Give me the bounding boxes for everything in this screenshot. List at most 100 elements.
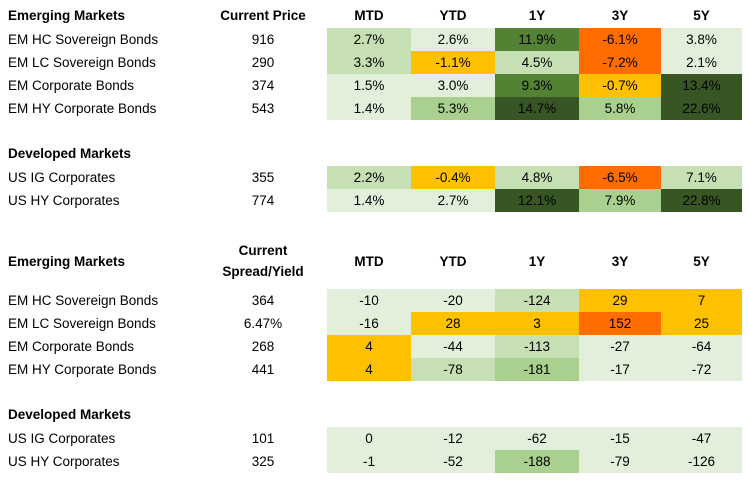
row-label: US IG Corporates — [8, 170, 116, 185]
cell-ytd: 2.6% — [411, 28, 495, 51]
table-row: EM LC Sovereign Bonds 290 3.3% -1.1% 4.5% -7.… — [0, 51, 748, 74]
cell-3y: -0.7% — [579, 74, 661, 97]
row-current-value: 374 — [251, 78, 275, 93]
cell-mtd: -10 — [327, 289, 411, 312]
row-current-value: 441 — [251, 362, 275, 377]
row-label: EM HY Corporate Bonds — [8, 101, 157, 116]
table-row: US IG Corporates 355 2.2% -0.4% 4.8% -6.5% 7.1… — [0, 166, 748, 189]
cell-ytd: -20 — [411, 289, 495, 312]
table2-col-header-5y: 5Y — [693, 254, 710, 269]
cell-5y: -72 — [661, 358, 742, 381]
cell-mtd: -1 — [327, 450, 411, 473]
cell-mtd: 1.4% — [327, 189, 411, 212]
cell-mtd: 0 — [327, 427, 411, 450]
cell-3y: -6.5% — [579, 166, 661, 189]
row-current-value: 325 — [251, 454, 275, 469]
cell-5y: 22.8% — [661, 189, 742, 212]
row-current-value: 6.47% — [243, 316, 283, 331]
cell-3y: -7.2% — [579, 51, 661, 74]
table2-col-header-ytd: YTD — [439, 254, 467, 269]
cell-3y: -27 — [579, 335, 661, 358]
cell-5y: 2.1% — [661, 51, 742, 74]
cell-5y: 22.6% — [661, 97, 742, 120]
row-label: US HY Corporates — [8, 193, 120, 208]
row-current-value: 268 — [251, 339, 275, 354]
row-label: EM LC Sovereign Bonds — [8, 55, 156, 70]
table1-developed-title: Developed Markets — [8, 146, 132, 161]
cell-5y: 13.4% — [661, 74, 742, 97]
table1-col-header-1y: 1Y — [528, 8, 546, 23]
cell-ytd: 3.0% — [411, 74, 495, 97]
cell-1y: -113 — [495, 335, 579, 358]
cell-mtd: 4 — [327, 335, 411, 358]
cell-3y: 7.9% — [579, 189, 661, 212]
table-row: EM LC Sovereign Bonds 6.47% -16 28 3 152 25 — [0, 312, 748, 335]
cell-1y: -62 — [495, 427, 579, 450]
table-row: EM HC Sovereign Bonds 916 2.7% 2.6% 11.9% -6.… — [0, 28, 748, 51]
table1-col-header-ytd: YTD — [439, 8, 467, 23]
table1-col-header-3y: 3Y — [611, 8, 629, 23]
table2-col-header-3y: 3Y — [611, 254, 629, 269]
row-label: EM HY Corporate Bonds — [8, 362, 157, 377]
cell-5y: 7.1% — [661, 166, 742, 189]
row-current-value: 101 — [251, 431, 275, 446]
cell-mtd: -16 — [327, 312, 411, 335]
cell-1y: 4.8% — [495, 166, 579, 189]
cell-3y: 5.8% — [579, 97, 661, 120]
cell-mtd: 3.3% — [327, 51, 411, 74]
row-current-value: 774 — [251, 193, 275, 208]
cell-5y: 7 — [661, 289, 742, 312]
table2-title: Emerging Markets — [8, 254, 126, 269]
table-row: EM Corporate Bonds 374 1.5% 3.0% 9.3% -0.7% 13… — [0, 74, 748, 97]
spread-header-line1: Current — [238, 243, 288, 258]
table-row: EM HC Sovereign Bonds 364 -10 -20 -124 29 7 — [0, 289, 748, 312]
cell-3y: -79 — [579, 450, 661, 473]
table2-developed-title: Developed Markets — [8, 407, 132, 422]
table-row: US IG Corporates 101 0 -12 -62 -15 -47 — [0, 427, 748, 450]
cell-1y: -181 — [495, 358, 579, 381]
cell-ytd: -12 — [411, 427, 495, 450]
cell-3y: -15 — [579, 427, 661, 450]
row-label: EM LC Sovereign Bonds — [8, 316, 156, 331]
row-current-value: 290 — [251, 55, 275, 70]
cell-ytd: -0.4% — [411, 166, 495, 189]
cell-1y: -124 — [495, 289, 579, 312]
cell-5y: 3.8% — [661, 28, 742, 51]
cell-1y: 3 — [495, 312, 579, 335]
cell-mtd: 4 — [327, 358, 411, 381]
table2-col-header-1y: 1Y — [528, 254, 546, 269]
row-label: US HY Corporates — [8, 454, 120, 469]
table2-col-header-mtd: MTD — [354, 254, 384, 269]
cell-5y: -64 — [661, 335, 742, 358]
cell-1y: 14.7% — [495, 97, 579, 120]
cell-3y: -17 — [579, 358, 661, 381]
row-current-value: 364 — [251, 293, 275, 308]
cell-mtd: 1.5% — [327, 74, 411, 97]
table1-col-header-5y: 5Y — [693, 8, 710, 23]
cell-1y: 11.9% — [495, 28, 579, 51]
cell-1y: 9.3% — [495, 74, 579, 97]
cell-3y: -6.1% — [579, 28, 661, 51]
table1-title: Emerging Markets — [8, 8, 126, 23]
row-current-value: 355 — [251, 170, 275, 185]
cell-ytd: -1.1% — [411, 51, 495, 74]
spread-header-line2: Spread/Yield — [222, 264, 304, 279]
table-row: US HY Corporates 325 -1 -52 -188 -79 -126 — [0, 450, 748, 473]
cell-3y: 152 — [579, 312, 661, 335]
table-row: EM HY Corporate Bonds 543 1.4% 5.3% 14.7% 5.8… — [0, 97, 748, 120]
cell-5y: -47 — [661, 427, 742, 450]
cell-ytd: 2.7% — [411, 189, 495, 212]
table-row: EM HY Corporate Bonds 441 4 -78 -181 -17 -72 — [0, 358, 748, 381]
cell-5y: 25 — [661, 312, 742, 335]
table-row: EM Corporate Bonds 268 4 -44 -113 -27 -64 — [0, 335, 748, 358]
table-row: US HY Corporates 774 1.4% 2.7% 12.1% 7.9% 22.8… — [0, 189, 748, 212]
row-label: EM HC Sovereign Bonds — [8, 32, 159, 47]
row-label: EM HC Sovereign Bonds — [8, 293, 159, 308]
row-label: EM Corporate Bonds — [8, 78, 135, 93]
cell-5y: -126 — [661, 450, 742, 473]
row-label: US IG Corporates — [8, 431, 116, 446]
price-header: Current Price — [220, 8, 306, 23]
cell-mtd: 2.2% — [327, 166, 411, 189]
cell-1y: 12.1% — [495, 189, 579, 212]
